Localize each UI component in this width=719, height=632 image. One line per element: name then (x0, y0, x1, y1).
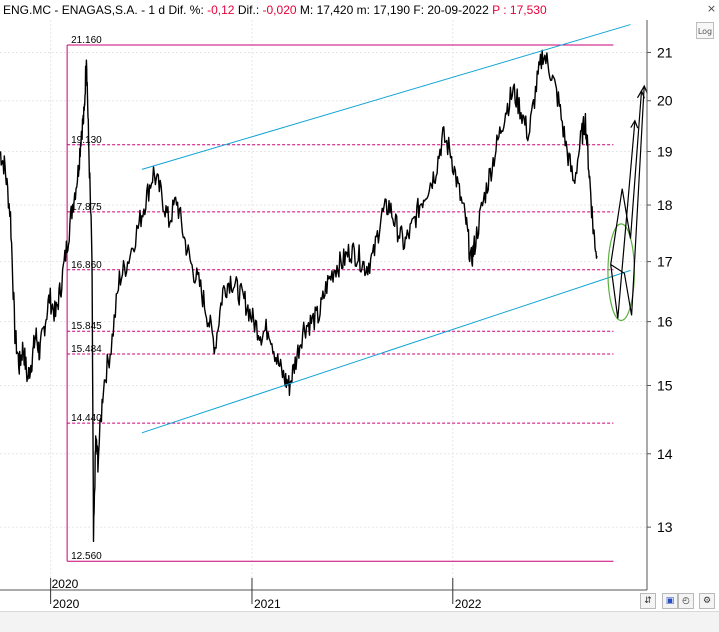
dif-pct-value: -0,12 (207, 3, 235, 17)
y-tick-label: 18 (657, 197, 673, 213)
settings-icon[interactable]: ⚙ (699, 593, 715, 609)
projection-path-c (610, 85, 645, 316)
level-label: 17.875 (71, 202, 102, 213)
dif-value: -0,020 (262, 3, 297, 17)
max-value: 17,420 (316, 3, 354, 17)
projection-arrowhead (639, 84, 648, 94)
x-tick-label: 2020 (53, 597, 80, 611)
level-label: 15.845 (71, 321, 102, 332)
y-tick-label: 19 (657, 144, 673, 160)
projection-path-b (610, 90, 643, 265)
y-tick-label: 15 (657, 377, 673, 393)
level-label: 19.130 (71, 135, 102, 146)
symbol: ENG.MC (3, 3, 51, 17)
period: 1 d (148, 3, 166, 17)
dif-label: Dif.: (237, 3, 260, 17)
level-label: 14.440 (71, 413, 102, 424)
projection-arrowhead (630, 119, 639, 129)
price-line (0, 49, 598, 543)
bottom-toolbar (0, 611, 719, 632)
y-tick-label: 13 (657, 519, 673, 535)
x-tick-label: 2022 (455, 597, 482, 611)
date-value: 20-09-2022 (427, 3, 489, 17)
min-value: 17,190 (373, 3, 411, 17)
grid (0, 20, 647, 590)
company-name: ENAGAS,S.A. (61, 3, 138, 17)
channel-line (141, 24, 631, 170)
y-tick-label: 14 (657, 446, 673, 462)
drawing-overlays (141, 24, 648, 434)
level-label: 16.860 (71, 260, 102, 271)
date-label: F: (413, 3, 425, 17)
price-label: P : (492, 3, 507, 17)
channel-line (141, 269, 631, 434)
price-series (0, 49, 598, 543)
level-label: 12.560 (71, 551, 102, 562)
chart-header: ENG.MC - ENAGAS,S.A. - 1 d Dif. %: -0,12… (3, 3, 547, 17)
y-tick-label: 21 (657, 44, 673, 60)
zoom-icon[interactable]: ◴ (678, 593, 694, 609)
level-label: 15.484 (71, 344, 102, 355)
y-tick-label: 17 (657, 254, 673, 270)
y-tick-label: 20 (657, 93, 673, 109)
horizontal-levels: 21.160 19.130 17.875 16.860 15.845 15.484 14.4… (66, 35, 614, 562)
extra-x-label: 2020 (52, 577, 79, 591)
log-scale-button[interactable]: Log (696, 22, 714, 39)
x-tick-label: 2021 (254, 597, 281, 611)
save-icon[interactable]: ▣ (662, 593, 678, 609)
price-value: 17,530 (509, 3, 547, 17)
max-label: M: (299, 3, 314, 17)
dif-pct-label: Dif. %: (168, 3, 204, 17)
min-label: m: (356, 3, 370, 17)
scale-icon[interactable]: ⇵ (640, 593, 656, 609)
projection-path-a (610, 120, 636, 319)
level-label: 21.160 (71, 35, 102, 46)
y-tick-label: 16 (657, 314, 673, 330)
close-button[interactable]: × (706, 2, 717, 16)
